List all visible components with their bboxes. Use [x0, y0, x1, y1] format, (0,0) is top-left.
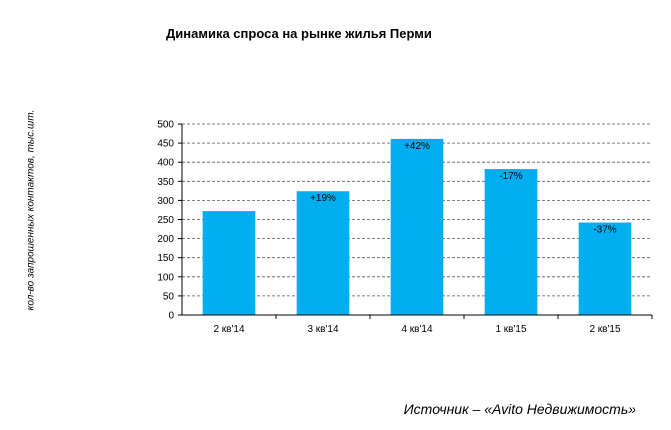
y-tick-label: 350 — [157, 177, 174, 188]
x-tick-label: 1 кв'15 — [495, 324, 526, 335]
data-label: +19% — [310, 193, 336, 204]
x-tick-label: 4 кв'14 — [401, 324, 432, 335]
source-note: Источник – «Avito Недвижимость» — [403, 401, 636, 417]
x-tick-label: 3 кв'14 — [307, 324, 338, 335]
y-tick-label: 400 — [157, 158, 174, 169]
y-tick-label: 150 — [157, 253, 174, 264]
bar — [578, 222, 632, 315]
bar — [202, 211, 256, 315]
chart-title: Динамика спроса на рынке жилья Перми — [166, 26, 432, 41]
axes: 0 50 100 150 200 250 300 350 400 450 500 2 кв'14 3 к… — [157, 120, 653, 335]
data-label: -37% — [593, 225, 616, 236]
bar — [296, 191, 350, 315]
y-tick-label: 450 — [157, 139, 174, 150]
data-label: +42% — [404, 141, 430, 152]
bars — [202, 138, 632, 315]
y-tick-label: 250 — [157, 215, 174, 226]
y-tick-label: 500 — [157, 120, 174, 131]
x-tick-label: 2 кв'15 — [589, 324, 620, 335]
data-label: -17% — [499, 171, 522, 182]
x-tick-label: 2 кв'14 — [213, 324, 244, 335]
bar — [390, 138, 444, 315]
y-tick-label: 200 — [157, 234, 174, 245]
y-tick-label: 50 — [163, 291, 175, 302]
bar — [484, 169, 538, 315]
data-labels: +19% +42% -17% -37% — [310, 141, 617, 236]
y-tick-label: 0 — [168, 311, 174, 322]
y-tick-label: 300 — [157, 196, 174, 207]
y-tick-label: 100 — [157, 272, 174, 283]
